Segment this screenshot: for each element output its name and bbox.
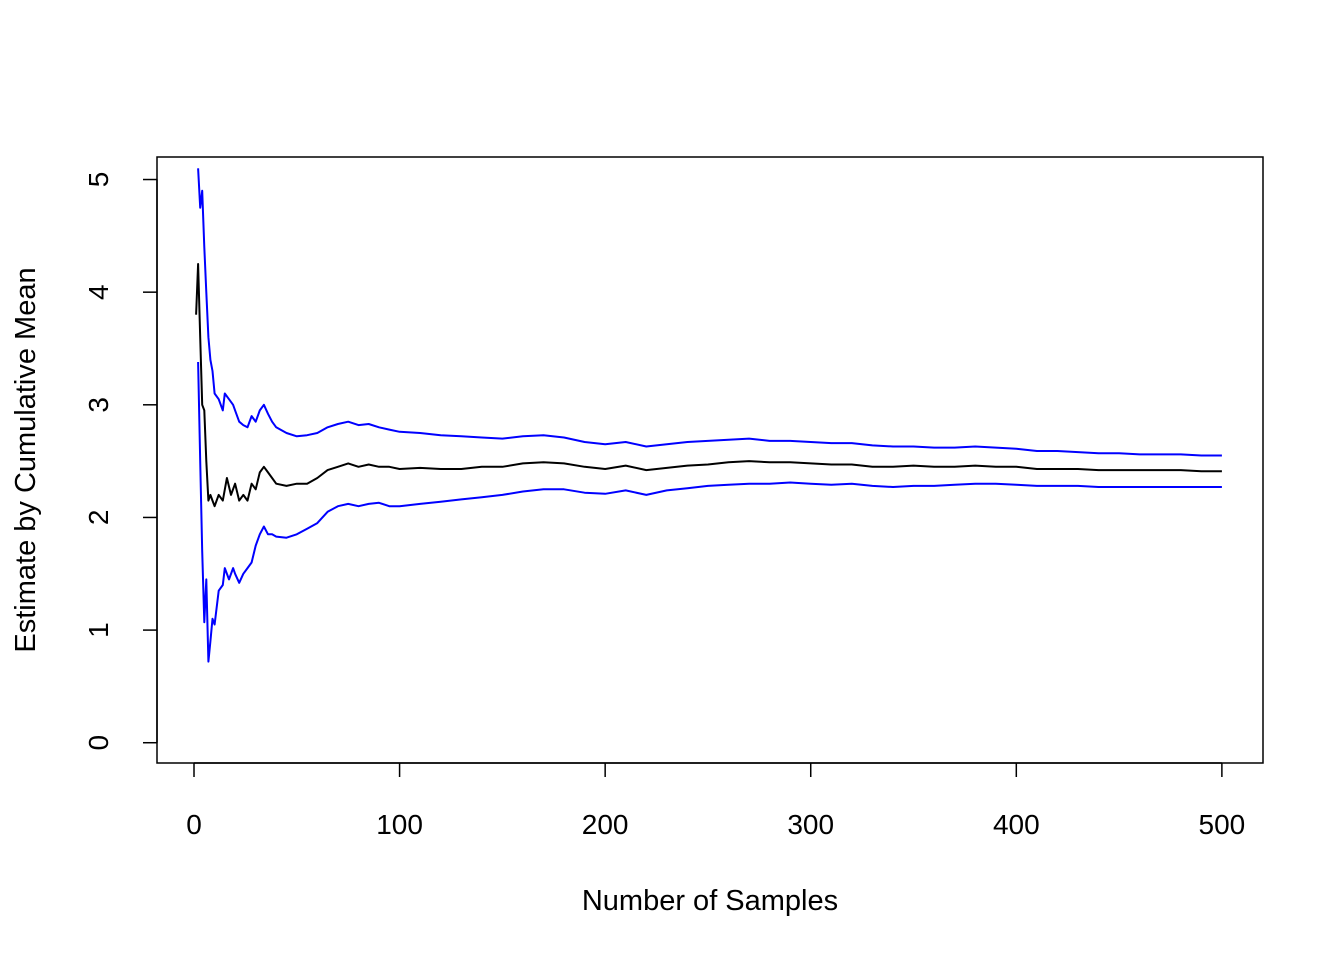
y-tick-label: 4 — [83, 284, 114, 300]
y-tick-label: 2 — [83, 510, 114, 526]
y-tick-label: 5 — [83, 172, 114, 188]
x-tick-label: 400 — [993, 809, 1040, 840]
x-tick-label: 0 — [186, 809, 202, 840]
series-layer — [195, 168, 1222, 663]
y-tick-label: 0 — [83, 735, 114, 751]
series-line-0 — [195, 263, 1222, 508]
x-tick-label: 500 — [1199, 809, 1246, 840]
x-tick-label: 100 — [376, 809, 423, 840]
series-line-1 — [197, 168, 1222, 457]
x-tick-label: 200 — [582, 809, 629, 840]
plot-box — [156, 156, 1264, 764]
x-axis: 0 100 200 300 400 500 — [186, 762, 1246, 840]
y-tick-label: 1 — [83, 622, 114, 638]
x-axis-title: Number of Samples — [582, 885, 838, 917]
series-line-2 — [197, 361, 1222, 663]
y-tick-label: 3 — [83, 397, 114, 413]
y-axis: 0 1 2 3 4 5 — [83, 172, 158, 751]
y-axis-title: Estimate by Cumulative Mean — [10, 267, 42, 652]
x-tick-label: 300 — [787, 809, 834, 840]
